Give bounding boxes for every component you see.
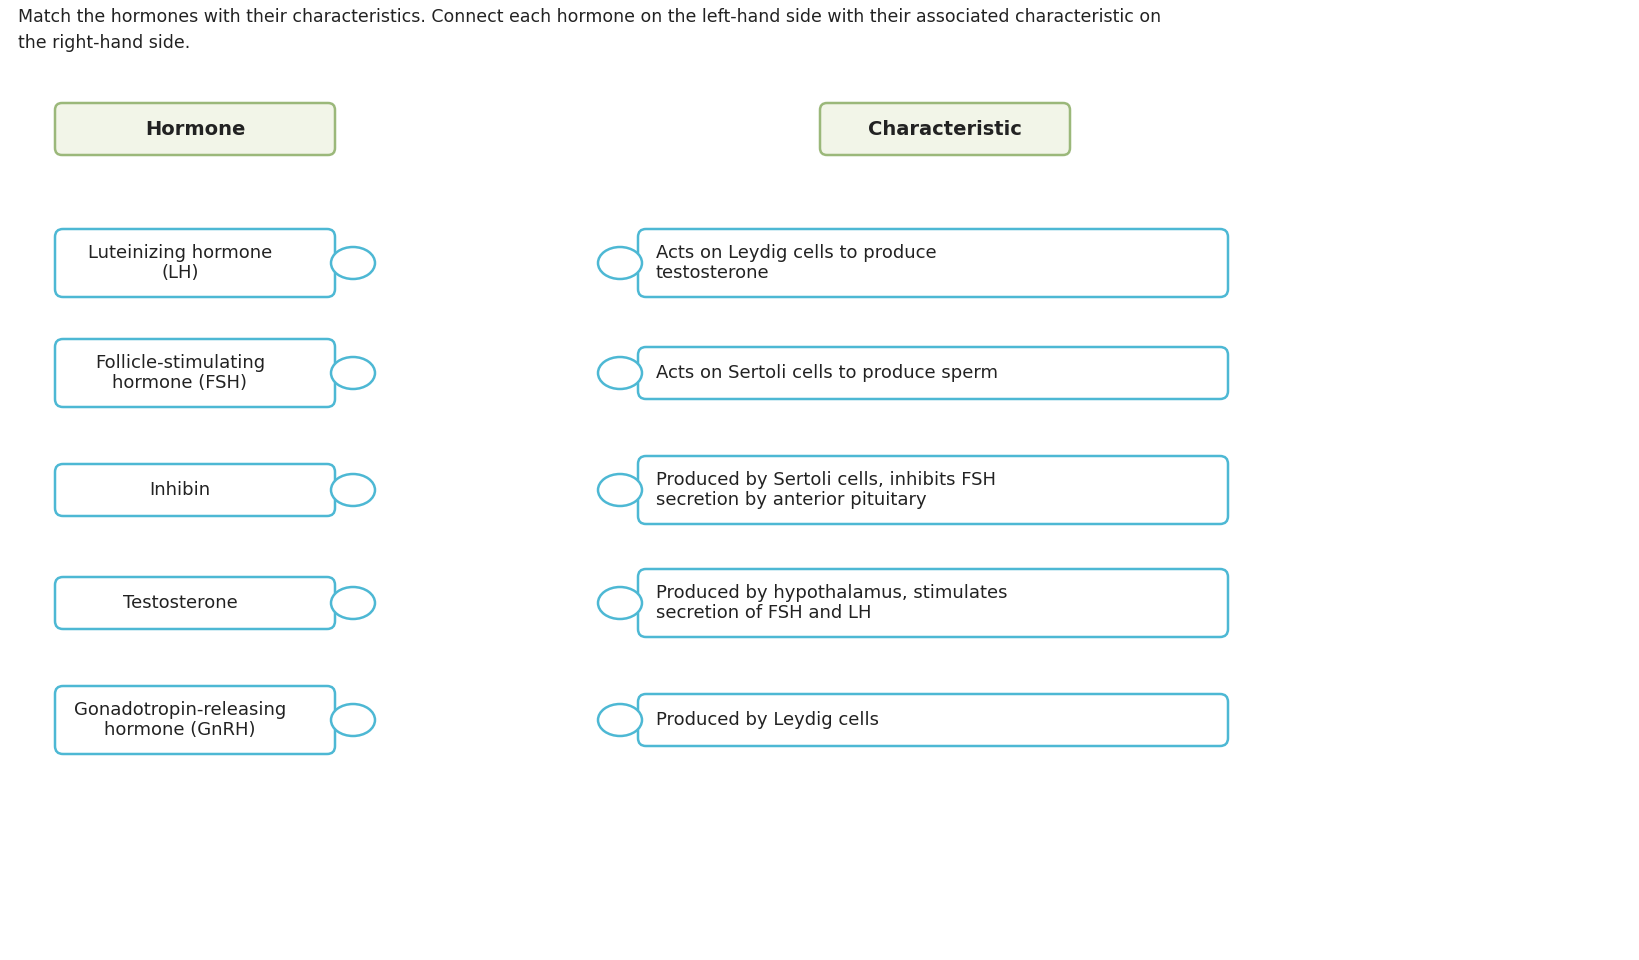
FancyBboxPatch shape xyxy=(638,229,1228,297)
FancyBboxPatch shape xyxy=(56,686,334,754)
Ellipse shape xyxy=(331,247,375,279)
Text: Hormone: Hormone xyxy=(144,119,246,138)
FancyBboxPatch shape xyxy=(638,456,1228,524)
Text: Testosterone: Testosterone xyxy=(123,594,238,612)
FancyBboxPatch shape xyxy=(56,339,334,407)
Ellipse shape xyxy=(598,247,641,279)
FancyBboxPatch shape xyxy=(56,103,334,155)
Text: Luteinizing hormone
(LH): Luteinizing hormone (LH) xyxy=(89,244,272,282)
FancyBboxPatch shape xyxy=(56,229,334,297)
Ellipse shape xyxy=(598,474,641,506)
FancyBboxPatch shape xyxy=(638,347,1228,399)
Text: Produced by Sertoli cells, inhibits FSH
secretion by anterior pituitary: Produced by Sertoli cells, inhibits FSH … xyxy=(656,470,995,510)
FancyBboxPatch shape xyxy=(56,577,334,629)
FancyBboxPatch shape xyxy=(638,694,1228,746)
FancyBboxPatch shape xyxy=(638,569,1228,637)
Text: Produced by hypothalamus, stimulates
secretion of FSH and LH: Produced by hypothalamus, stimulates sec… xyxy=(656,584,1006,622)
FancyBboxPatch shape xyxy=(820,103,1069,155)
Ellipse shape xyxy=(331,587,375,619)
Text: Inhibin: Inhibin xyxy=(149,481,210,499)
Ellipse shape xyxy=(598,704,641,736)
Text: Acts on Sertoli cells to produce sperm: Acts on Sertoli cells to produce sperm xyxy=(656,364,998,382)
Text: Follicle-stimulating
hormone (FSH): Follicle-stimulating hormone (FSH) xyxy=(95,353,266,393)
Text: Acts on Leydig cells to produce
testosterone: Acts on Leydig cells to produce testoste… xyxy=(656,244,936,282)
Text: Produced by Leydig cells: Produced by Leydig cells xyxy=(656,711,879,729)
Text: Match the hormones with their characteristics. Connect each hormone on the left-: Match the hormones with their characteri… xyxy=(18,8,1160,53)
Ellipse shape xyxy=(331,704,375,736)
Ellipse shape xyxy=(331,357,375,389)
FancyBboxPatch shape xyxy=(56,464,334,516)
Ellipse shape xyxy=(598,587,641,619)
Ellipse shape xyxy=(598,357,641,389)
Text: Gonadotropin-releasing
hormone (GnRH): Gonadotropin-releasing hormone (GnRH) xyxy=(74,701,285,739)
Text: Characteristic: Characteristic xyxy=(867,119,1021,138)
Ellipse shape xyxy=(331,474,375,506)
